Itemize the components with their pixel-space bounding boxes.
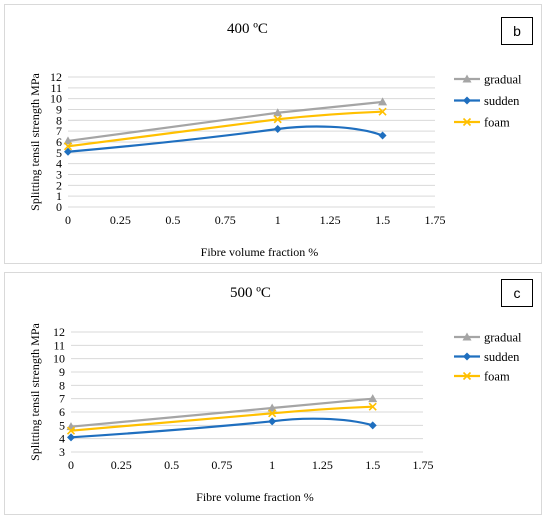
x-axis-label: Fibre volume fraction %	[201, 245, 319, 259]
legend-marker	[462, 371, 472, 381]
y-tick-label: 4	[59, 432, 65, 446]
data-point	[64, 147, 72, 156]
data-point	[63, 136, 73, 145]
series-line	[67, 125, 383, 153]
x-tick-label: 0.25	[110, 213, 131, 227]
legend-label: sudden	[484, 350, 520, 364]
x-tick-label: 0.75	[211, 458, 232, 472]
x-tick-label: 0.5	[165, 213, 180, 227]
y-tick-label: 11	[50, 81, 62, 95]
legend-item-gradual: gradual	[454, 331, 522, 345]
y-tick-label: 10	[53, 352, 65, 366]
panel-badge: b	[501, 17, 533, 45]
y-tick-label: 6	[59, 405, 65, 419]
y-tick-label: 5	[59, 418, 65, 432]
y-axis-label: Splitting tensil strength MPa	[28, 72, 42, 210]
y-tick-label: 4	[56, 157, 62, 171]
y-tick-label: 12	[53, 325, 65, 339]
legend-item-gradual: gradual	[454, 73, 522, 87]
x-tick-label: 1.5	[365, 458, 380, 472]
data-point	[268, 417, 277, 426]
series-sudden	[64, 125, 387, 156]
legend-label: gradual	[484, 331, 522, 345]
x-tick-label: 1	[275, 213, 281, 227]
x-tick-label: 0	[68, 458, 74, 472]
y-tick-label: 2	[56, 178, 62, 192]
legend-item-sudden: sudden	[454, 350, 520, 364]
data-point	[378, 97, 388, 106]
chart-title: 500 ºC	[230, 285, 271, 301]
y-tick-label: 12	[50, 70, 62, 84]
series-line	[67, 110, 383, 148]
legend-item-sudden: sudden	[454, 94, 520, 108]
y-tick-label: 7	[59, 392, 65, 406]
legend-marker	[462, 332, 472, 341]
legend-marker	[462, 74, 472, 83]
y-tick-label: 0	[56, 200, 62, 214]
series-gradual	[66, 394, 378, 431]
data-point	[63, 142, 73, 151]
y-tick-label: 7	[56, 124, 62, 138]
y-tick-label: 5	[56, 146, 62, 160]
x-tick-label: 1.5	[375, 213, 390, 227]
x-tick-label: 1	[269, 458, 275, 472]
x-tick-label: 1.25	[312, 458, 333, 472]
series-foam	[66, 402, 377, 435]
series-line	[70, 405, 373, 432]
y-tick-label: 6	[56, 135, 62, 149]
data-point	[273, 125, 282, 133]
y-tick-label: 10	[50, 92, 62, 106]
y-tick-label: 9	[56, 103, 62, 117]
data-point	[268, 409, 277, 418]
series-line	[70, 417, 374, 439]
data-point	[378, 131, 387, 140]
data-point	[378, 107, 387, 116]
legend-label: sudden	[484, 94, 520, 108]
panel-badge: c	[501, 279, 533, 307]
data-point	[368, 421, 377, 430]
data-point	[67, 433, 75, 442]
legend-marker	[462, 117, 472, 127]
legend-item-foam: foam	[454, 370, 510, 384]
legend-label: foam	[484, 370, 510, 384]
x-tick-label: 0.75	[215, 213, 236, 227]
chart-panel-400: 400 ºC b 0 1 2 3 4 5 6 7 8 9 10 11 12 0 0.25 0.5 0.75 1 1.…	[4, 4, 542, 264]
y-tick-label: 8	[56, 113, 62, 127]
y-tick-label: 3	[56, 168, 62, 182]
x-tick-label: 1.25	[320, 213, 341, 227]
y-tick-label: 3	[59, 445, 65, 459]
data-point	[267, 403, 277, 412]
legend-label: foam	[484, 116, 510, 130]
data-point	[273, 115, 282, 124]
x-tick-label: 0.25	[111, 458, 132, 472]
data-point	[66, 426, 76, 435]
legend-label: gradual	[484, 73, 522, 87]
series-line	[70, 397, 373, 428]
legend-marker	[463, 352, 471, 361]
y-tick-label: 9	[59, 365, 65, 379]
y-axis-label: Splitting tensil strength MPa	[28, 322, 42, 460]
data-point	[368, 394, 378, 403]
data-point	[368, 402, 377, 411]
chart-panel-500: 500 ºC c 3 4 5 6 7 8 9 10 11 12 0 0.25 0.5 0.75 1 1.25 1…	[4, 272, 542, 515]
y-tick-label: 1	[56, 189, 62, 203]
y-tick-label: 11	[53, 338, 65, 352]
series-foam	[63, 107, 387, 151]
x-tick-label: 0.5	[164, 458, 179, 472]
series-gradual	[63, 97, 388, 145]
chart-title: 400 ºC	[227, 21, 268, 37]
x-tick-label: 1.75	[425, 213, 446, 227]
series-sudden	[67, 417, 377, 442]
legend-marker	[463, 96, 471, 105]
data-point	[273, 108, 283, 117]
y-tick-label: 8	[59, 378, 65, 392]
x-tick-label: 1.75	[413, 458, 434, 472]
legend-item-foam: foam	[454, 116, 510, 130]
x-tick-label: 0	[65, 213, 71, 227]
x-axis-label: Fibre volume fraction %	[196, 490, 314, 504]
